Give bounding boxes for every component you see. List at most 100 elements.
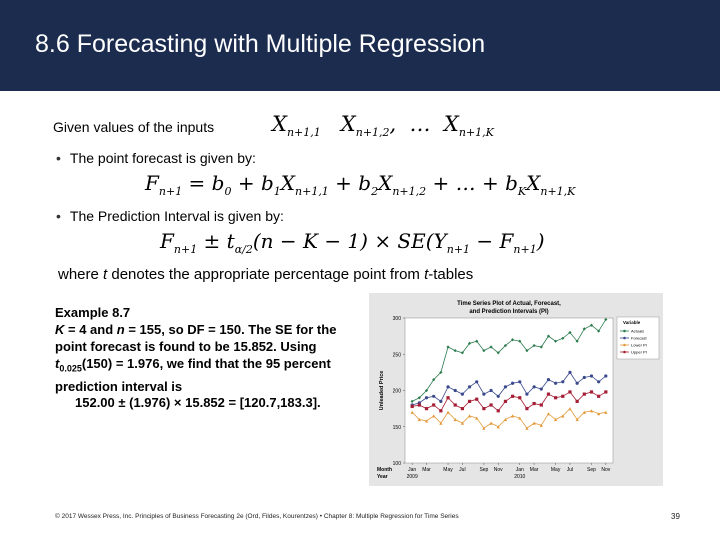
y-tick-label: 150 <box>393 425 402 431</box>
bullet-prediction-interval: • The Prediction Interval is given by: <box>56 208 284 224</box>
series-line <box>412 391 607 412</box>
chart-title-line2: and Prediction Intervals (PI) <box>469 309 548 315</box>
data-point <box>475 380 479 384</box>
data-point <box>561 380 565 384</box>
data-point <box>604 374 608 378</box>
x-tick-label: Nov <box>494 467 503 473</box>
y-tick-label: 100 <box>393 461 402 467</box>
bullet-point-forecast-text: The point forecast is given by: <box>69 150 256 166</box>
legend-swatch-marker <box>623 350 626 354</box>
data-point <box>432 403 436 407</box>
data-point <box>568 370 572 374</box>
data-point <box>568 407 572 411</box>
data-point <box>597 394 601 398</box>
data-point <box>582 375 586 380</box>
data-point <box>467 399 472 403</box>
x-tick-label: Jan <box>408 467 416 473</box>
bullet-point-forecast: • The point forecast is given by: <box>56 150 256 166</box>
data-point <box>460 407 464 411</box>
data-point <box>453 349 457 353</box>
data-point <box>460 421 464 425</box>
bullet-prediction-interval-text: The Prediction Interval is given by: <box>69 208 284 224</box>
data-point <box>575 417 579 422</box>
data-point <box>525 349 529 353</box>
x-tick-label: May <box>443 467 453 473</box>
data-point <box>417 403 421 407</box>
footer-copyright: © 2017 Wessex Press, Inc. Principles of … <box>55 513 459 520</box>
y-tick-label: 250 <box>393 352 402 358</box>
data-point <box>453 417 457 422</box>
plot-area <box>404 317 614 464</box>
x-tick-label: Jul <box>459 467 465 473</box>
data-point <box>489 388 493 393</box>
data-point <box>475 397 479 401</box>
example-line: prediction interval is <box>55 378 183 394</box>
data-point <box>546 392 551 396</box>
data-point <box>532 343 536 348</box>
data-point <box>518 416 522 420</box>
data-point <box>539 387 543 391</box>
data-point <box>432 378 436 382</box>
data-point <box>532 421 536 425</box>
data-point <box>439 399 443 403</box>
x-year-label: 2010 <box>514 474 525 480</box>
data-point <box>518 396 522 400</box>
data-point <box>453 403 457 407</box>
data-point <box>575 399 579 403</box>
data-point <box>510 338 515 342</box>
data-point <box>489 345 493 349</box>
time-series-figure: Time Series Plot of Actual, Forecast, an… <box>369 293 663 486</box>
data-point <box>525 407 529 411</box>
data-point <box>446 410 450 414</box>
data-point <box>525 426 529 430</box>
data-point <box>467 414 472 418</box>
where-line: where t denotes the appropriate percenta… <box>58 266 474 283</box>
data-point <box>424 396 429 400</box>
example-line: K = 4 and n = 155, so DF = 150. The SE f… <box>55 322 337 337</box>
x-tick-label: Sep <box>479 467 488 473</box>
x-tick-label: Jul <box>567 467 573 473</box>
data-point <box>489 421 493 425</box>
data-point <box>496 394 500 398</box>
example-title: Example 8.7 <box>55 305 131 320</box>
data-point <box>525 392 529 396</box>
data-point <box>503 385 508 389</box>
data-point <box>546 378 551 382</box>
legend-entry: Lower PI <box>631 343 647 348</box>
data-point <box>467 385 472 389</box>
data-point <box>575 381 579 385</box>
series-line <box>412 371 607 406</box>
data-point <box>561 414 565 418</box>
data-point <box>546 334 551 338</box>
data-point <box>532 401 536 406</box>
data-point <box>510 394 515 398</box>
x-axis-label-year: Year <box>377 474 388 480</box>
data-point <box>539 403 543 407</box>
inputs-formula: Xn+1,1 Xn+1,2, … Xn+1,K <box>272 112 494 140</box>
x-tick-label: Sep <box>587 467 596 473</box>
data-point <box>482 426 486 430</box>
data-point <box>482 392 486 396</box>
example-result: 152.00 ± (1.976) × 15.852 = [120.7,183.3… <box>75 395 321 410</box>
data-point <box>597 380 601 384</box>
data-point <box>496 425 500 429</box>
legend-swatch-marker <box>623 343 626 347</box>
chart-title-line1: Time Series Plot of Actual, Forecast, <box>457 301 561 307</box>
data-point <box>554 381 558 385</box>
legend-swatch-marker <box>623 336 626 340</box>
data-point <box>582 410 586 414</box>
data-point <box>410 410 414 414</box>
data-point <box>439 370 443 374</box>
x-tick-label: May <box>551 467 561 473</box>
y-axis-label: Unleaded Price <box>379 371 385 411</box>
x-year-label: 2009 <box>407 474 418 480</box>
data-point <box>482 349 486 353</box>
prediction-interval-formula: Fn+1 ± tα/2(n − K − 1) × SE(Yn+1 − Fn+1) <box>160 229 545 256</box>
data-point <box>539 345 543 349</box>
data-point <box>475 416 479 420</box>
data-point <box>446 396 450 400</box>
data-point <box>482 407 486 411</box>
y-tick-label: 300 <box>393 316 402 322</box>
legend-entry: Actuals <box>631 329 644 334</box>
data-point <box>446 345 450 349</box>
